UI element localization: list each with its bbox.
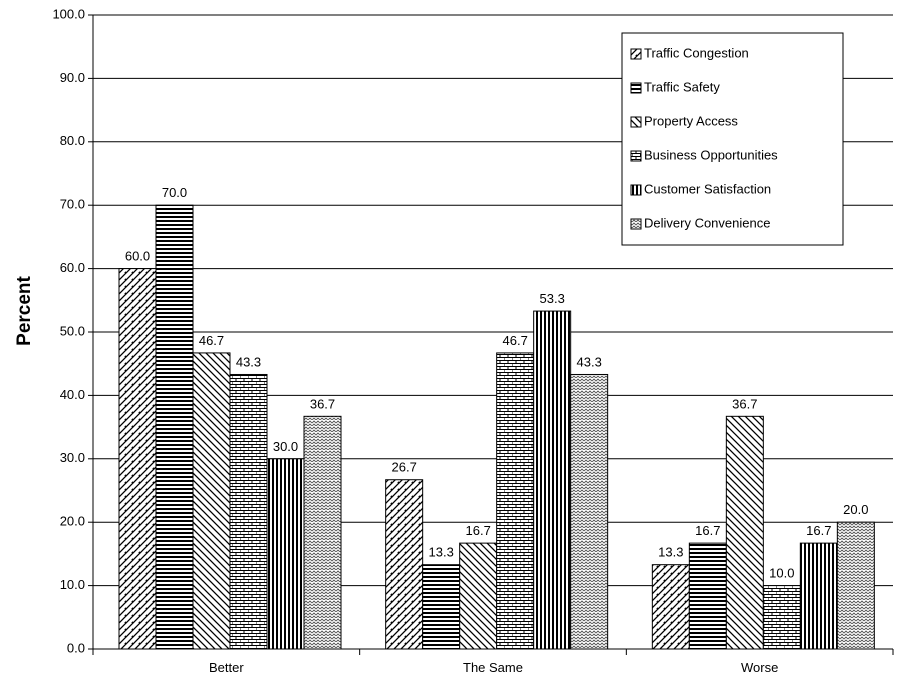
bar <box>799 542 838 650</box>
y-tick-label: 90.0 <box>60 70 85 85</box>
data-label: 43.3 <box>236 354 261 369</box>
data-label: 70.0 <box>162 185 187 200</box>
y-tick-label: 60.0 <box>60 260 85 275</box>
legend-label: Delivery Convenience <box>644 215 770 230</box>
bar <box>118 268 157 650</box>
legend-swatch <box>630 48 642 60</box>
axes: 0.0 10.0 20.0 30.0 40.0 50.0 60.0 70.0 80.0 90.0 1… <box>52 6 894 675</box>
bar <box>192 352 231 650</box>
bar <box>836 521 875 650</box>
data-label: 30.0 <box>273 439 298 454</box>
y-tick-label: 40.0 <box>60 387 85 402</box>
data-label: 10.0 <box>769 566 794 581</box>
data-label: 13.3 <box>429 545 454 560</box>
data-label: 36.7 <box>732 396 757 411</box>
y-tick-label: 70.0 <box>60 197 85 212</box>
bar <box>496 352 535 650</box>
x-tick-label: Better <box>209 660 244 675</box>
legend-label: Business Opportunities <box>644 147 778 162</box>
data-label: 60.0 <box>125 249 150 264</box>
data-label: 46.7 <box>199 333 224 348</box>
legend-swatch <box>630 116 642 128</box>
data-label: 13.3 <box>658 545 683 560</box>
bar <box>570 373 609 650</box>
legend-box <box>621 32 844 246</box>
data-label: 46.7 <box>503 333 528 348</box>
legend-swatch <box>630 184 642 196</box>
bar <box>725 415 764 650</box>
y-axis-label: Percent <box>14 275 35 345</box>
y-tick-label: 50.0 <box>60 323 85 338</box>
y-tick-label: 80.0 <box>60 133 85 148</box>
bar <box>651 564 690 650</box>
legend-label: Traffic Safety <box>644 79 720 94</box>
data-label: 36.7 <box>310 396 335 411</box>
bar <box>688 542 727 650</box>
legend-label: Property Access <box>644 113 738 128</box>
x-tick-label: Worse <box>741 660 778 675</box>
data-label: 20.0 <box>843 502 868 517</box>
y-tick-label: 30.0 <box>60 450 85 465</box>
legend: Traffic Congestion Traffic Safety Property… <box>621 32 844 246</box>
y-tick-label: 100.0 <box>52 6 85 21</box>
bar <box>762 585 801 650</box>
bar <box>303 415 342 650</box>
data-label: 43.3 <box>577 354 602 369</box>
bar <box>229 373 268 650</box>
bars <box>118 204 875 650</box>
legend-label: Traffic Congestion <box>644 45 749 60</box>
legend-label: Customer Satisfaction <box>644 181 771 196</box>
y-tick-label: 20.0 <box>60 514 85 529</box>
data-labels: 60.0 70.0 46.7 43.3 30.0 36.7 26.7 13.3 16.7 46.7… <box>125 185 869 580</box>
data-label: 53.3 <box>540 291 565 306</box>
legend-swatch <box>630 218 642 230</box>
data-label: 26.7 <box>392 460 417 475</box>
legend-swatch <box>630 82 642 94</box>
bar <box>533 310 572 650</box>
y-tick-label: 0.0 <box>67 640 85 655</box>
legend-swatch <box>630 150 642 162</box>
data-label: 16.7 <box>806 523 831 538</box>
bar <box>155 204 194 650</box>
bar <box>385 479 424 650</box>
data-label: 16.7 <box>466 523 491 538</box>
y-tick-label: 10.0 <box>60 577 85 592</box>
bar <box>422 564 461 650</box>
bar <box>459 542 498 650</box>
bar <box>266 458 305 650</box>
data-label: 16.7 <box>695 523 720 538</box>
x-tick-label: The Same <box>463 660 523 675</box>
